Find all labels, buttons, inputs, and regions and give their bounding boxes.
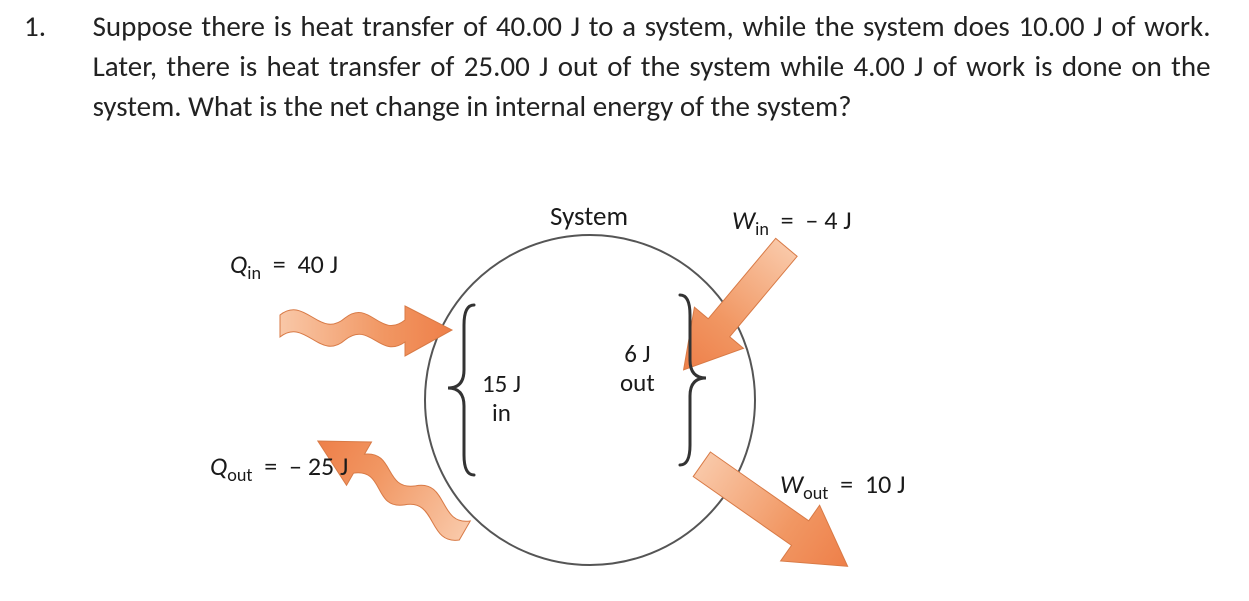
q-out-label: Qout = – 25 J [210, 450, 348, 486]
question-number: 1. [24, 6, 86, 46]
q-in-val: 40 J [297, 248, 338, 280]
q-in-eq: = [273, 248, 286, 280]
question-text: Suppose there is heat transfer of 40.00 … [93, 6, 1211, 126]
q-out-eq: = [264, 450, 277, 482]
net-heat-dir: in [492, 397, 511, 428]
w-out-val: 10 J [865, 468, 906, 500]
q-out-var: Q [210, 450, 227, 482]
w-in-sub: in [755, 218, 769, 240]
q-in-sub: in [247, 262, 261, 284]
w-in-eq: = [781, 204, 794, 236]
w-out-sub: out [803, 482, 828, 504]
net-heat-label: 15 J in [482, 370, 521, 428]
q-out-sub: out [227, 464, 252, 486]
question-block: 1. Suppose there is heat transfer of 40.… [24, 6, 1224, 126]
w-in-val: – 4 J [805, 204, 851, 236]
net-work-value: 6 J [624, 338, 650, 369]
net-heat-value: 15 J [482, 368, 521, 399]
diagram-container: System Qin = 40 J Qout = – 25 J Win = – … [220, 200, 960, 600]
w-out-eq: = [840, 468, 853, 500]
w-out-var: W [780, 468, 803, 500]
w-out-arrow [682, 436, 867, 594]
net-work-label: 6 J out [620, 340, 655, 398]
w-in-var: W [732, 204, 755, 236]
system-circle [425, 235, 755, 565]
w-in-label: Win = – 4 J [732, 204, 852, 240]
system-label: System [550, 200, 628, 233]
q-in-arrow [280, 306, 452, 356]
page: 1. Suppose there is heat transfer of 40.… [0, 0, 1249, 601]
net-work-dir: out [620, 367, 655, 398]
w-out-label: Wout = 10 J [780, 468, 905, 504]
q-out-val: – 25 J [289, 450, 348, 482]
q-in-label: Qin = 40 J [230, 248, 338, 284]
q-in-var: Q [230, 248, 247, 280]
